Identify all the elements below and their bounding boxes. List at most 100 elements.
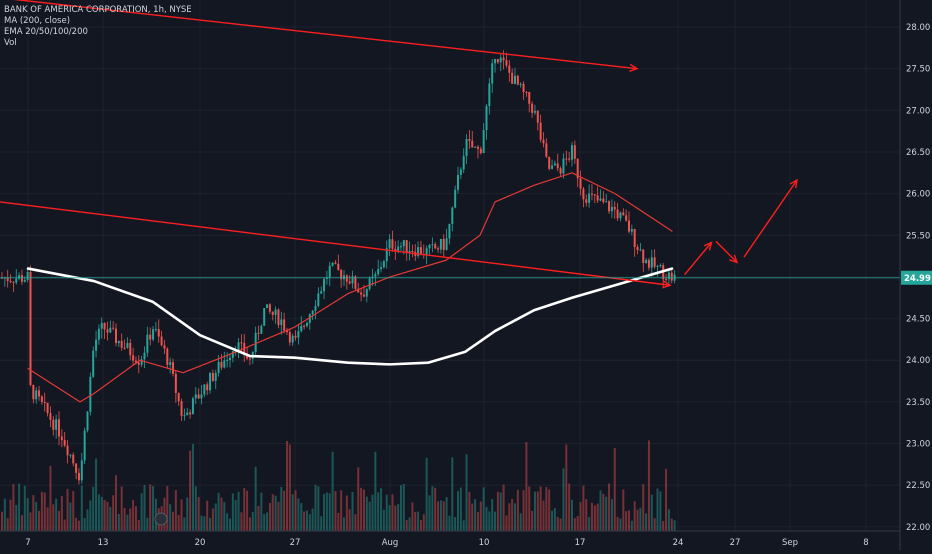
volume-bar [374,451,377,531]
volume-bar [97,494,100,531]
candle-up [351,276,354,284]
volume-bar [263,514,266,531]
volume-bar [528,486,531,531]
time-tick-label: 17 [575,538,586,548]
volume-bar [391,494,394,531]
volume-bar [100,496,103,531]
candle-down [257,332,260,334]
volume-bar [83,518,86,531]
volume-bar [52,504,55,531]
volume-bar [348,509,351,531]
volume-bar [354,514,357,531]
volume-bar [579,502,582,531]
volume-bar [149,484,152,531]
earnings-event-icon [154,512,168,526]
volume-bar [653,518,656,531]
candle-up [92,350,95,377]
volume-bar [442,501,445,531]
ma200-line [26,267,674,366]
volume-bar [152,486,155,531]
volume-bar [542,500,545,531]
volume-bar [183,517,186,531]
candle-up [397,246,400,251]
candle-up [317,293,320,306]
candle-up [231,351,234,358]
indicator-ema[interactable]: EMA 20/50/100/200 [4,27,88,37]
volume-bar [402,483,405,531]
volume-bar [166,485,169,531]
candle-down [172,362,174,374]
volume-bar [89,500,92,531]
volume-bar [226,513,229,531]
volume-bar [334,491,337,531]
volume-bar [29,512,32,531]
candle-down [419,247,422,255]
volume-bar [43,492,46,531]
indicator-volume[interactable]: Vol [4,38,17,48]
candle-down [20,275,23,282]
volume-bar [499,492,502,531]
volume-bar [642,484,645,531]
trend-drawings[interactable] [0,0,798,289]
event-marker-group[interactable] [154,512,168,526]
candle-up [126,342,129,348]
candle-up [266,304,269,309]
candle-up [146,334,149,353]
candle-down [340,269,343,280]
candle-down [132,355,135,361]
candle-down [206,384,209,391]
volume-bar [55,498,58,531]
volume-bar [328,493,331,531]
price-tick-label: 25.50 [906,231,930,241]
volume-bar [437,501,440,531]
volume-bar [58,510,60,531]
volume-bar [331,451,334,531]
candle-up [474,146,477,148]
arrow-head [662,280,672,289]
volume-bar [571,499,573,531]
time-tick-label: 13 [98,538,109,548]
candle-down [60,436,63,441]
candle-down [134,360,137,363]
candle-down [211,372,214,381]
volume-bar [206,500,209,531]
volume-bar [488,511,491,531]
candle-down [405,240,408,253]
candle-down [556,163,559,169]
price-tick-label: 22.50 [906,481,930,491]
candle-up [209,372,212,391]
candle-up [491,63,494,84]
candle-up [656,265,659,267]
volume-bar [103,499,106,531]
candle-up [95,339,98,351]
price-tick-label: 26.50 [906,148,930,158]
candle-down [545,143,548,157]
ma200-line-group [26,267,674,366]
candle-up [223,360,226,368]
volume-bar [647,440,650,531]
volume-bar [454,517,457,531]
candle-up [380,267,383,270]
candle-up [274,309,277,315]
volume-bar [548,489,551,531]
candle-down [579,178,582,189]
volume-bar [533,491,536,531]
price-tick-label: 23.50 [906,398,930,408]
time-tick-label: 20 [195,538,206,548]
volume-bar [505,515,508,531]
chart-title[interactable]: BANK OF AMERICA CORPORATION, 1h, NYSE [4,5,192,15]
price-tick-label: 27.50 [906,65,930,75]
volume-bar [46,507,49,531]
candle-up [311,310,314,315]
indicator-ma200[interactable]: MA (200, close) [4,16,71,26]
candle-up [485,106,488,131]
volume-bar [656,488,659,531]
volume-bar [445,497,448,531]
volume-bar [417,511,420,531]
candle-up [514,75,516,84]
candle-up [667,272,670,280]
volume-bar [234,500,237,531]
